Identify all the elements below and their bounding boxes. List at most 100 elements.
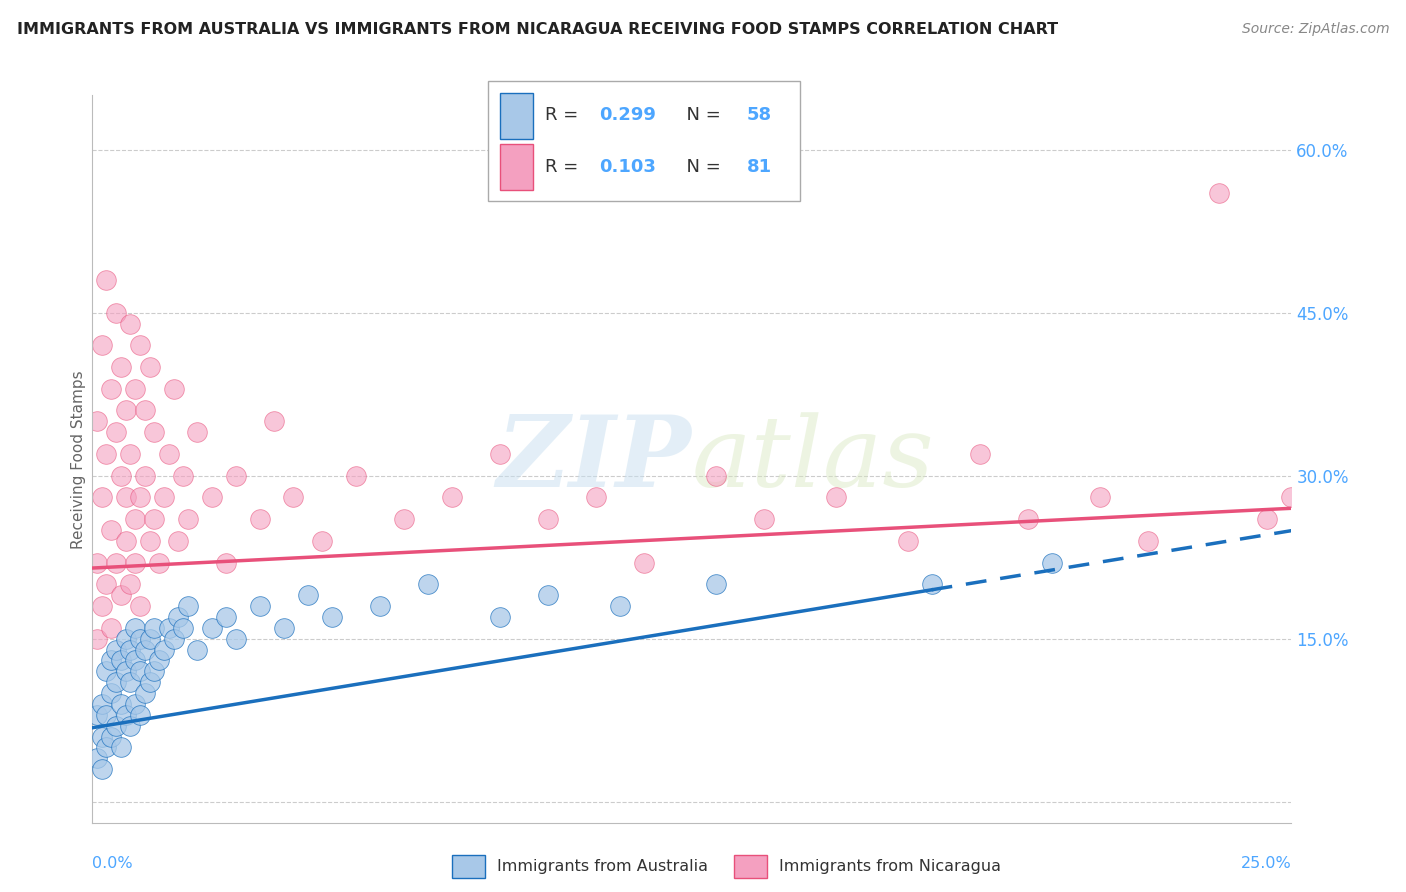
Point — [263, 414, 285, 428]
FancyBboxPatch shape — [451, 855, 485, 878]
Point — [201, 491, 224, 505]
Text: 81: 81 — [747, 158, 772, 176]
Point — [1088, 491, 1111, 505]
Text: 25.0%: 25.0% — [1240, 856, 1292, 871]
Point — [1281, 491, 1303, 505]
Point — [824, 491, 846, 505]
Point — [148, 653, 170, 667]
Point — [100, 523, 122, 537]
Point — [143, 425, 166, 440]
Point — [1136, 533, 1159, 548]
Point — [752, 512, 775, 526]
Point — [273, 621, 295, 635]
Point — [537, 512, 560, 526]
Point — [110, 740, 132, 755]
Point — [86, 556, 108, 570]
Point — [120, 317, 142, 331]
Text: IMMIGRANTS FROM AUSTRALIA VS IMMIGRANTS FROM NICARAGUA RECEIVING FOOD STAMPS COR: IMMIGRANTS FROM AUSTRALIA VS IMMIGRANTS … — [17, 22, 1057, 37]
Point — [1040, 556, 1063, 570]
Point — [124, 556, 146, 570]
Point — [114, 707, 136, 722]
Point — [162, 382, 184, 396]
Point — [129, 491, 152, 505]
Point — [177, 599, 200, 613]
Point — [110, 697, 132, 711]
Point — [110, 588, 132, 602]
Point — [134, 468, 156, 483]
Point — [120, 447, 142, 461]
FancyBboxPatch shape — [734, 855, 768, 878]
Text: R =: R = — [546, 158, 585, 176]
Point — [157, 447, 180, 461]
Point — [90, 762, 112, 776]
Point — [110, 359, 132, 374]
Point — [100, 730, 122, 744]
Point — [86, 751, 108, 765]
Point — [129, 707, 152, 722]
Point — [215, 556, 238, 570]
Text: Source: ZipAtlas.com: Source: ZipAtlas.com — [1241, 22, 1389, 37]
Point — [124, 697, 146, 711]
Point — [129, 665, 152, 679]
FancyBboxPatch shape — [488, 80, 800, 201]
Point — [488, 447, 510, 461]
Text: 58: 58 — [747, 106, 772, 124]
Point — [321, 610, 343, 624]
Point — [138, 359, 160, 374]
Point — [100, 653, 122, 667]
Text: R =: R = — [546, 106, 585, 124]
Text: ZIP: ZIP — [496, 411, 692, 508]
Point — [148, 556, 170, 570]
Point — [440, 491, 463, 505]
Point — [297, 588, 319, 602]
Point — [129, 599, 152, 613]
Point — [120, 675, 142, 690]
Point — [90, 697, 112, 711]
Text: Immigrants from Australia: Immigrants from Australia — [498, 859, 709, 874]
Point — [143, 665, 166, 679]
Point — [120, 719, 142, 733]
Text: 0.299: 0.299 — [599, 106, 657, 124]
Y-axis label: Receiving Food Stamps: Receiving Food Stamps — [72, 370, 86, 549]
Point — [172, 621, 194, 635]
Point — [104, 556, 127, 570]
Point — [249, 512, 271, 526]
Point — [416, 577, 439, 591]
Point — [225, 632, 247, 646]
Point — [897, 533, 920, 548]
Point — [585, 491, 607, 505]
Point — [96, 273, 118, 287]
Point — [392, 512, 415, 526]
Point — [104, 719, 127, 733]
Point — [129, 338, 152, 352]
Point — [120, 577, 142, 591]
Point — [177, 512, 200, 526]
Point — [1017, 512, 1039, 526]
Point — [143, 512, 166, 526]
Point — [633, 556, 655, 570]
FancyBboxPatch shape — [499, 93, 533, 139]
Point — [225, 468, 247, 483]
Point — [90, 730, 112, 744]
Point — [120, 642, 142, 657]
Point — [157, 621, 180, 635]
Text: N =: N = — [675, 106, 727, 124]
Point — [186, 425, 208, 440]
Point — [90, 599, 112, 613]
Point — [134, 403, 156, 417]
Point — [86, 414, 108, 428]
Point — [114, 491, 136, 505]
Point — [100, 382, 122, 396]
Point — [114, 403, 136, 417]
Point — [704, 468, 727, 483]
Point — [110, 468, 132, 483]
Point — [162, 632, 184, 646]
Point — [124, 382, 146, 396]
Point — [138, 533, 160, 548]
Point — [201, 621, 224, 635]
Point — [104, 425, 127, 440]
Point — [114, 665, 136, 679]
Point — [537, 588, 560, 602]
Point — [104, 642, 127, 657]
Point — [114, 533, 136, 548]
